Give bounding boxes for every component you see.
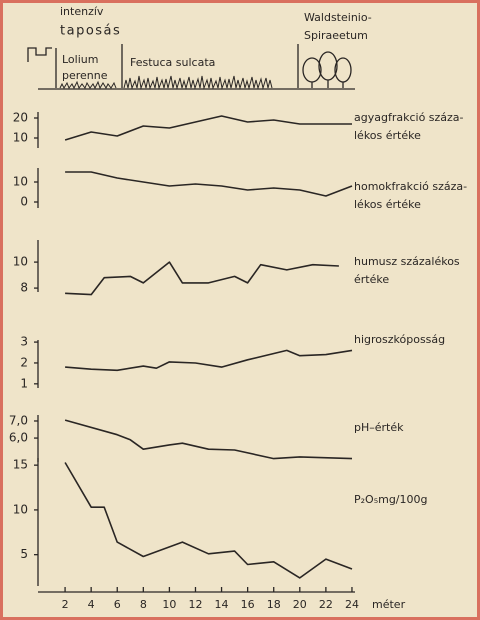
trampling-symbol bbox=[27, 47, 52, 62]
y-tick-label: 5 bbox=[20, 547, 28, 561]
series-label: értéke bbox=[354, 273, 389, 286]
y-tick-label: 10 bbox=[13, 255, 28, 269]
series-label: lékos értéke bbox=[354, 129, 421, 142]
y-tick-label: 3 bbox=[20, 335, 28, 349]
series-label: P₂O₅mg/100g bbox=[354, 493, 428, 506]
x-tick-label: 4 bbox=[88, 598, 95, 611]
data-line bbox=[64, 419, 353, 460]
series-label: lékos értéke bbox=[354, 198, 421, 211]
x-tick-label: 14 bbox=[215, 598, 229, 611]
zone-label: perenne bbox=[62, 69, 108, 82]
y-tick-label: 0 bbox=[20, 195, 28, 209]
y-tick-label: 10 bbox=[13, 131, 28, 145]
zone-label: Lolium bbox=[62, 53, 98, 66]
x-tick-label: 20 bbox=[293, 598, 307, 611]
data-line bbox=[65, 171, 353, 197]
header-text: taposás bbox=[60, 24, 121, 39]
x-tick-label: 18 bbox=[267, 598, 281, 611]
x-tick-label: 22 bbox=[319, 598, 333, 611]
trees bbox=[302, 51, 352, 88]
data-line bbox=[65, 261, 339, 296]
series-label: homokfrakció száza- bbox=[354, 180, 467, 193]
y-tick-label: 6,0 bbox=[9, 431, 28, 445]
y-tick-label: 10 bbox=[13, 175, 28, 189]
y-tick-label: 15 bbox=[13, 458, 28, 472]
series-label: pH–érték bbox=[354, 421, 404, 434]
x-tick-label: 24 bbox=[345, 598, 359, 611]
header: intenzív taposás Lolium perenne Festuca … bbox=[27, 5, 372, 90]
header-text: intenzív bbox=[60, 5, 104, 18]
data-line bbox=[64, 115, 352, 141]
zone-label: Waldsteinio- bbox=[304, 11, 372, 24]
x-tick-label: 6 bbox=[114, 598, 121, 611]
x-axis-label: méter bbox=[372, 598, 406, 611]
y-tick-label: 1 bbox=[20, 376, 28, 390]
y-tick-label: 20 bbox=[13, 111, 28, 125]
y-tick-label: 2 bbox=[20, 355, 28, 369]
data-line bbox=[64, 462, 353, 579]
series-label: higroszkóposság bbox=[354, 333, 445, 346]
grass bbox=[59, 75, 273, 90]
x-tick-label: 16 bbox=[241, 598, 255, 611]
series-label: humusz százalékos bbox=[354, 255, 460, 268]
x-tick-label: 12 bbox=[188, 598, 202, 611]
zone-divider bbox=[55, 44, 299, 88]
x-tick-label: 2 bbox=[62, 598, 69, 611]
data-line bbox=[65, 349, 353, 372]
y-tick-label: 7,0 bbox=[9, 413, 28, 427]
y-tick-label: 8 bbox=[20, 281, 28, 295]
series-label: agyagfrakció száza- bbox=[354, 111, 464, 124]
y-tick-label: 10 bbox=[13, 502, 28, 516]
zone-label: Festuca sulcata bbox=[130, 56, 215, 69]
x-tick-label: 10 bbox=[162, 598, 176, 611]
x-tick-label: 8 bbox=[140, 598, 147, 611]
zone-label: Spiraeetum bbox=[304, 29, 368, 42]
